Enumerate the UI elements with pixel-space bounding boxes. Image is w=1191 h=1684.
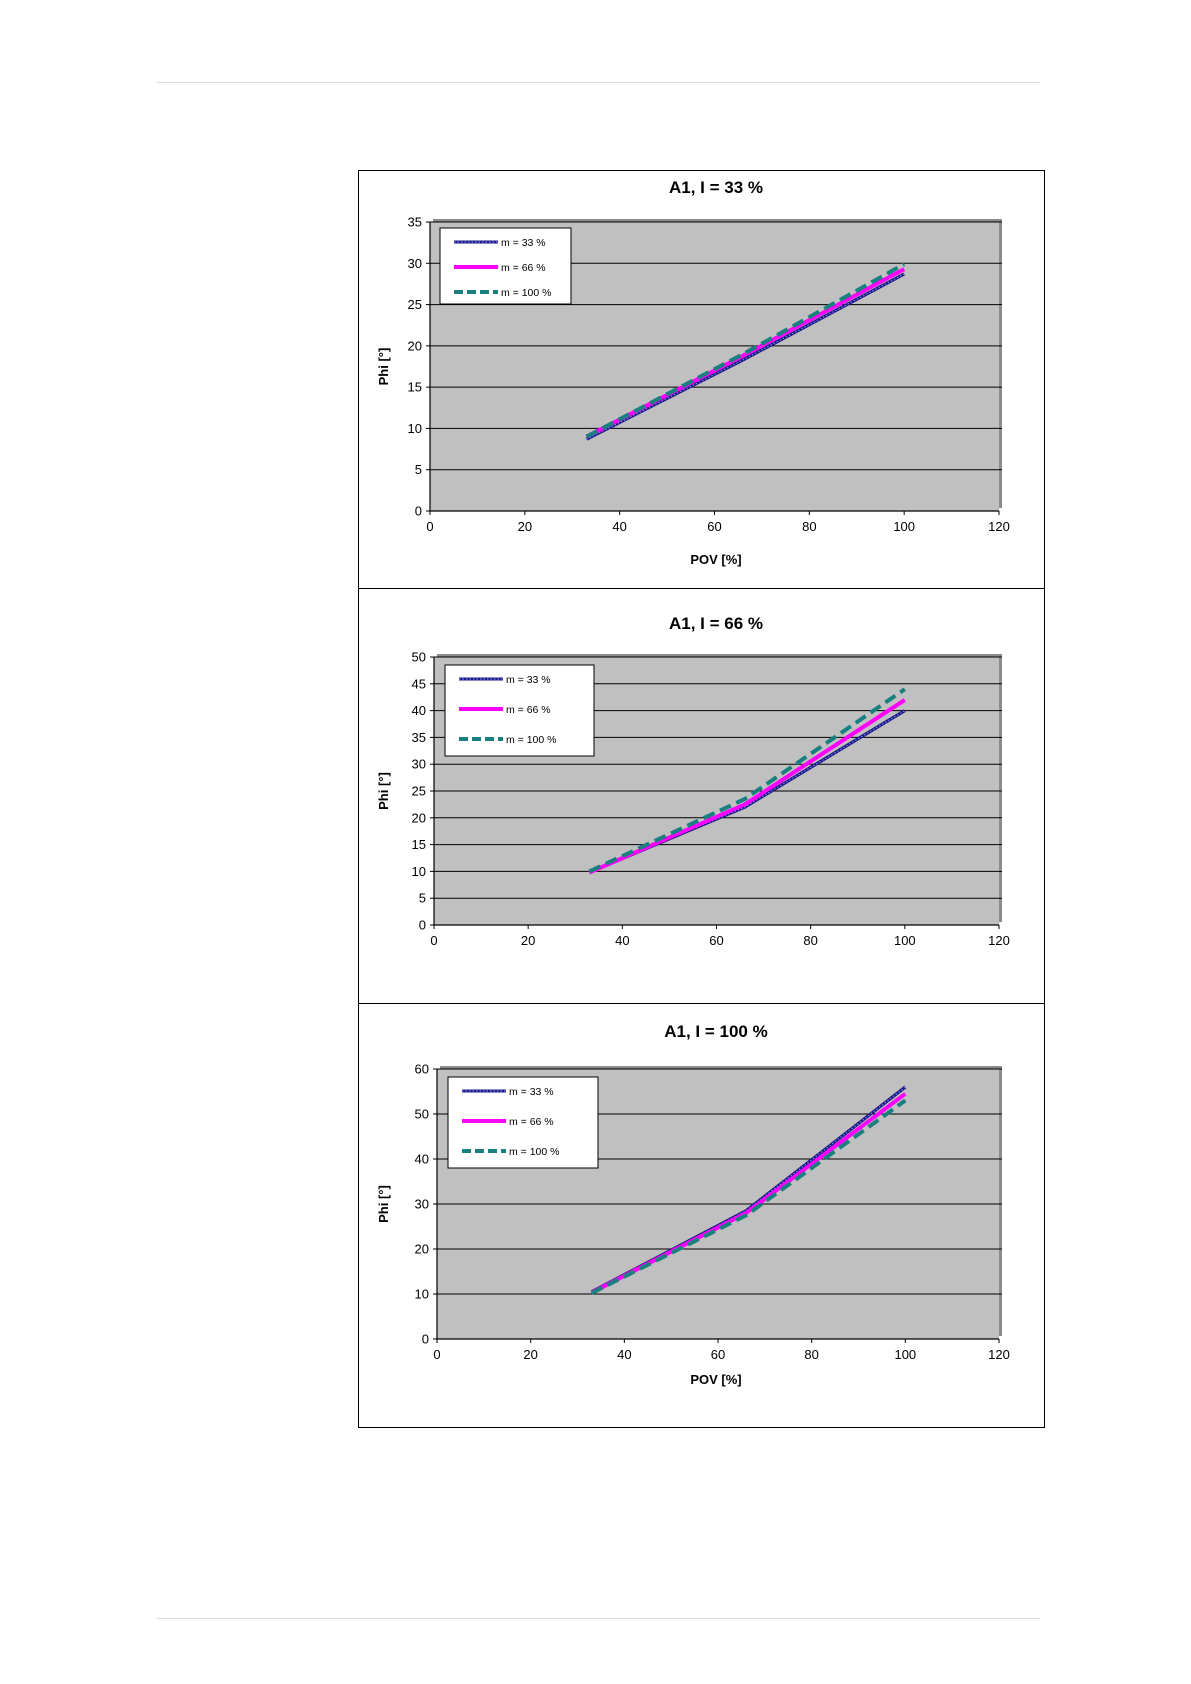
header-rule — [157, 82, 1040, 83]
y-tick-label: 5 — [415, 462, 422, 477]
x-tick-label: 100 — [894, 1347, 916, 1362]
legend-label: m = 33 % — [501, 237, 546, 249]
legend-label: m = 33 % — [506, 674, 551, 686]
x-tick-label: 80 — [802, 519, 816, 534]
y-tick-label: 20 — [415, 1242, 429, 1257]
x-tick-label: 80 — [803, 933, 817, 948]
series-line-m-33-markers — [586, 273, 905, 440]
x-tick-label: 40 — [612, 519, 626, 534]
series-line-m-66 — [588, 698, 906, 875]
chart-title: A1, I = 33 % — [669, 178, 763, 197]
y-tick-label: 35 — [412, 730, 426, 745]
y-tick-label: 0 — [415, 504, 422, 519]
x-tick-label: 20 — [523, 1347, 537, 1362]
x-tick-label: 0 — [433, 1347, 440, 1362]
figure-frame — [358, 170, 1045, 1428]
legend-label: m = 100 % — [506, 734, 557, 746]
y-tick-label: 50 — [415, 1107, 429, 1122]
x-tick-label: 0 — [430, 933, 437, 948]
y-tick-label: 30 — [408, 256, 422, 271]
legend-label: m = 100 % — [509, 1146, 560, 1158]
series-line-m-100 — [588, 687, 906, 874]
x-tick-label: 20 — [518, 519, 532, 534]
series-line-m-33-markers — [591, 1086, 906, 1293]
y-tick-label: 40 — [412, 703, 426, 718]
x-tick-label: 0 — [426, 519, 433, 534]
y-tick-label: 15 — [412, 837, 426, 852]
legend-label: m = 66 % — [506, 704, 551, 716]
y-tick-label: 50 — [412, 650, 426, 665]
x-axis-label: POV [%] — [690, 1372, 741, 1387]
y-tick-label: 35 — [408, 215, 422, 230]
x-tick-label: 120 — [988, 1347, 1010, 1362]
chart-1: A1, I = 33 % 0 5 10 15 20 25 30 35 0 20 40 60 80 100 12… — [376, 178, 1010, 567]
x-tick-label: 120 — [988, 933, 1010, 948]
chart-title: A1, I = 100 % — [664, 1022, 767, 1041]
x-tick-label: 100 — [893, 519, 915, 534]
y-tick-label: 10 — [415, 1287, 429, 1302]
chart-3: A1, I = 100 % 0 10 20 30 40 50 60 0 20 40 60 80 100 12… — [376, 1022, 1010, 1387]
y-tick-label: 60 — [415, 1062, 429, 1077]
x-tick-label: 40 — [615, 933, 629, 948]
y-tick-label: 20 — [412, 810, 426, 825]
y-tick-label: 25 — [408, 297, 422, 312]
y-tick-label: 10 — [412, 864, 426, 879]
y-tick-label: 0 — [419, 918, 426, 933]
y-axis-label: Phi [°] — [376, 1185, 391, 1223]
y-tick-label: 20 — [408, 338, 422, 353]
x-axis-label: POV [%] — [690, 552, 741, 567]
x-tick-label: 120 — [988, 519, 1010, 534]
footer-rule — [157, 1618, 1040, 1619]
legend-label: m = 66 % — [509, 1116, 554, 1128]
figure-panel: A1, I = 33 % 0 5 10 15 20 25 30 35 0 20 40 60 80 100 12… — [358, 170, 1045, 1428]
y-tick-label: 30 — [412, 757, 426, 772]
x-tick-label: 100 — [894, 933, 916, 948]
y-tick-label: 40 — [415, 1152, 429, 1167]
x-tick-label: 60 — [709, 933, 723, 948]
y-tick-label: 5 — [419, 891, 426, 906]
y-tick-label: 25 — [412, 784, 426, 799]
legend-label: m = 33 % — [509, 1086, 554, 1098]
x-tick-label: 60 — [707, 519, 721, 534]
y-tick-label: 0 — [422, 1332, 429, 1347]
x-tick-label: 20 — [521, 933, 535, 948]
x-tick-label: 40 — [617, 1347, 631, 1362]
chart-title: A1, I = 66 % — [669, 614, 763, 633]
y-tick-label: 45 — [412, 676, 426, 691]
legend-label: m = 66 % — [501, 262, 546, 274]
series-line-m-100 — [585, 262, 906, 439]
y-axis-label: Phi [°] — [376, 348, 391, 386]
x-tick-label: 80 — [804, 1347, 818, 1362]
y-tick-label: 15 — [408, 380, 422, 395]
x-tick-label: 60 — [711, 1347, 725, 1362]
y-axis-label: Phi [°] — [376, 772, 391, 810]
y-tick-label: 30 — [415, 1197, 429, 1212]
y-tick-label: 10 — [408, 421, 422, 436]
chart-2: A1, I = 66 % 0 5 10 15 20 25 30 35 40 45 50 0 20 40 60 8… — [376, 614, 1010, 948]
legend-label: m = 100 % — [501, 287, 552, 299]
series-line-m-100 — [590, 1098, 907, 1295]
